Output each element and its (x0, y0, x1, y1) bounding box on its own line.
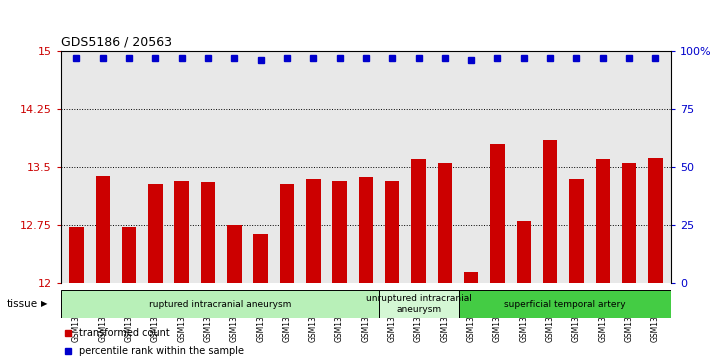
Bar (174, 181, 189, 283)
Bar (96, 176, 110, 283)
Bar (622, 163, 636, 283)
Text: ▶: ▶ (41, 299, 48, 309)
Bar (411, 159, 426, 283)
Bar (438, 163, 452, 283)
Bar (333, 181, 347, 283)
Bar (595, 159, 610, 283)
Text: GDS5186 / 20563: GDS5186 / 20563 (61, 35, 171, 48)
Bar (122, 227, 136, 283)
Bar (459, 290, 671, 318)
Bar (61, 290, 379, 318)
Bar (543, 140, 558, 283)
Bar (280, 184, 294, 283)
Bar (491, 144, 505, 283)
Bar (306, 179, 321, 283)
Text: unruptured intracranial
aneurysm: unruptured intracranial aneurysm (366, 294, 472, 314)
Bar (69, 227, 84, 283)
Bar (253, 234, 268, 283)
Bar (648, 158, 663, 283)
Text: transformed count: transformed count (79, 328, 170, 338)
Bar (379, 290, 459, 318)
Bar (516, 221, 531, 283)
Text: ruptured intracranial aneurysm: ruptured intracranial aneurysm (149, 299, 291, 309)
Bar (464, 272, 478, 283)
Bar (227, 225, 241, 283)
Text: tissue: tissue (7, 299, 39, 309)
Bar (149, 184, 163, 283)
Bar (569, 179, 583, 283)
Bar (385, 181, 399, 283)
Bar (201, 183, 216, 283)
Text: superficial temporal artery: superficial temporal artery (504, 299, 625, 309)
Text: percentile rank within the sample: percentile rank within the sample (79, 346, 244, 356)
Bar (358, 177, 373, 283)
